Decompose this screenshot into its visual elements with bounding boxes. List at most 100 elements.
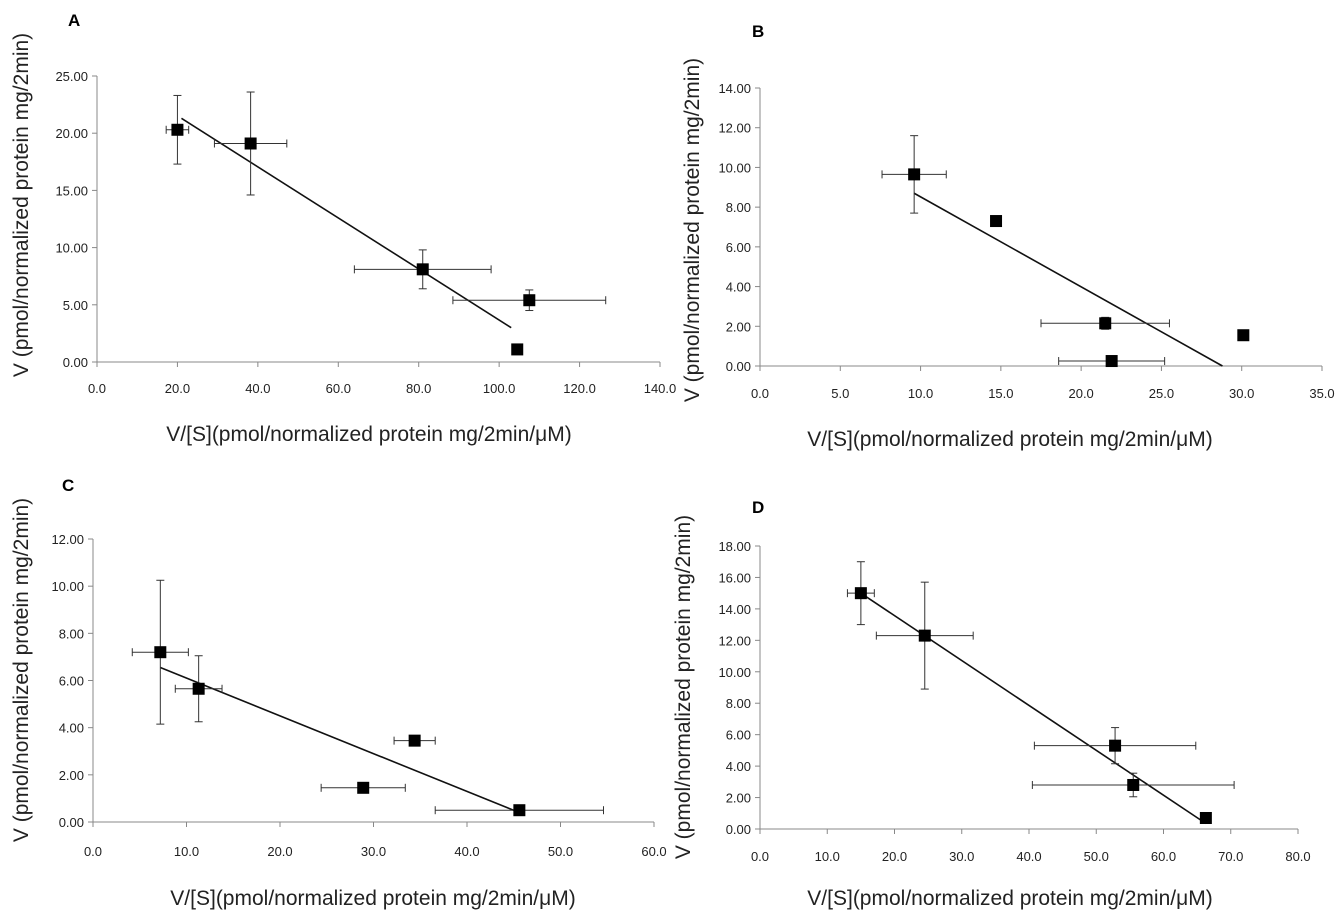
y-tick-label: 16.00 — [718, 570, 751, 585]
data-point — [908, 168, 921, 181]
x-tick-label: 0.0 — [84, 844, 102, 859]
y-tick-label: 4.00 — [726, 759, 751, 774]
x-tick-label: 30.0 — [361, 844, 386, 859]
data-point — [511, 343, 524, 356]
y-tick-label: 12.00 — [718, 121, 751, 136]
y-tick-label: 4.00 — [59, 721, 84, 736]
data-point — [1199, 811, 1212, 824]
data-point — [416, 263, 429, 276]
x-tick-label: 10.0 — [174, 844, 199, 859]
y-tick-label: 8.00 — [726, 696, 751, 711]
trend-line — [160, 666, 520, 814]
x-tick-label: 120.0 — [563, 381, 596, 396]
y-tick-label: 10.00 — [51, 579, 84, 594]
y-tick-label: 12.00 — [51, 532, 84, 547]
x-tick-label: 40.0 — [1016, 849, 1041, 864]
panel-label: C — [62, 476, 74, 495]
y-axis-title: V (pmol/normalized protein mg/2min) — [681, 58, 704, 402]
y-tick-label: 2.00 — [726, 791, 751, 806]
data-point — [1109, 739, 1122, 752]
x-tick-label: 50.0 — [548, 844, 573, 859]
x-tick-label: 20.0 — [267, 844, 292, 859]
y-tick-label: 8.00 — [726, 200, 751, 215]
y-tick-label: 14.00 — [718, 81, 751, 96]
x-tick-label: 0.0 — [88, 381, 106, 396]
y-tick-label: 8.00 — [59, 626, 84, 641]
data-point — [1099, 317, 1112, 330]
y-tick-label: 0.00 — [726, 359, 751, 374]
panel-label: A — [68, 11, 80, 30]
x-tick-label: 20.0 — [882, 849, 907, 864]
x-tick-label: 40.0 — [454, 844, 479, 859]
trend-line — [913, 192, 1223, 367]
x-tick-label: 80.0 — [1285, 849, 1310, 864]
y-tick-label: 4.00 — [726, 280, 751, 295]
y-tick-label: 10.00 — [55, 241, 88, 256]
y-tick-label: 25.00 — [55, 69, 88, 84]
y-tick-label: 0.00 — [59, 815, 84, 830]
x-tick-label: 20.0 — [1068, 386, 1093, 401]
chart-panel-d: 0.00 2.00 4.00 6.00 8.00 10.00 12.00 14.00 16.00… — [672, 498, 1311, 910]
chart-panel-c: 0.00 2.00 4.00 6.00 8.00 10.00 12.00 0.0 10.0 20.… — [10, 476, 667, 910]
y-tick-label: 12.00 — [718, 633, 751, 648]
data-point — [1127, 778, 1140, 791]
data-point — [990, 215, 1003, 228]
y-tick-label: 0.00 — [726, 822, 751, 837]
y-tick-label: 15.00 — [55, 183, 88, 198]
y-axis-title: V (pmol/normalized protein mg/2min) — [10, 33, 33, 377]
chart-panel-b: 0.00 2.00 4.00 6.00 8.00 10.00 12.00 14.00 0.0 5.… — [681, 22, 1335, 451]
y-tick-label: 14.00 — [718, 602, 751, 617]
y-tick-label: 10.00 — [718, 665, 751, 680]
y-tick-label: 5.00 — [63, 298, 88, 313]
trend-line — [860, 592, 1207, 825]
y-tick-label: 6.00 — [726, 728, 751, 743]
x-tick-label: 100.0 — [483, 381, 516, 396]
y-tick-label: 6.00 — [726, 240, 751, 255]
x-tick-label: 20.0 — [165, 381, 190, 396]
data-point — [154, 646, 167, 659]
x-tick-label: 30.0 — [1229, 386, 1254, 401]
x-axis-title: V/[S](pmol/normalized protein mg/2min/μM… — [166, 423, 571, 446]
x-tick-label: 60.0 — [326, 381, 351, 396]
x-tick-label: 10.0 — [815, 849, 840, 864]
x-tick-label: 60.0 — [1151, 849, 1176, 864]
data-point — [244, 137, 257, 150]
y-tick-label: 2.00 — [726, 319, 751, 334]
data-point — [357, 781, 370, 794]
data-point — [1105, 355, 1118, 368]
y-tick-label: 20.00 — [55, 126, 88, 141]
data-point — [918, 629, 931, 642]
x-tick-label: 140.0 — [644, 381, 677, 396]
x-tick-label: 80.0 — [406, 381, 431, 396]
x-tick-label: 0.0 — [751, 849, 769, 864]
x-axis-title: V/[S](pmol/normalized protein mg/2min/μM… — [807, 887, 1212, 910]
x-tick-label: 0.0 — [751, 386, 769, 401]
panel-label: D — [752, 498, 764, 517]
x-tick-label: 70.0 — [1218, 849, 1243, 864]
x-tick-label: 30.0 — [949, 849, 974, 864]
x-tick-label: 50.0 — [1084, 849, 1109, 864]
y-tick-label: 0.00 — [63, 355, 88, 370]
data-point — [523, 294, 536, 307]
x-axis-title: V/[S](pmol/normalized protein mg/2min/μM… — [807, 428, 1212, 451]
x-tick-label: 60.0 — [641, 844, 666, 859]
chart-panel-a: 0.00 5.00 10.00 15.00 20.00 25.00 0.0 20.0 40.0 6… — [10, 11, 676, 446]
y-axis-title: V (pmol/normalized protein mg/2min) — [10, 498, 33, 842]
data-point — [854, 587, 867, 600]
y-tick-label: 6.00 — [59, 674, 84, 689]
data-point — [171, 123, 184, 136]
y-tick-label: 10.00 — [718, 160, 751, 175]
trend-line — [181, 117, 512, 329]
x-tick-label: 15.0 — [988, 386, 1013, 401]
panel-label: B — [752, 22, 764, 41]
y-tick-label: 2.00 — [59, 768, 84, 783]
x-tick-label: 25.0 — [1149, 386, 1174, 401]
data-point — [1237, 329, 1250, 342]
y-tick-label: 18.00 — [718, 539, 751, 554]
x-tick-label: 40.0 — [245, 381, 270, 396]
x-tick-label: 35.0 — [1309, 386, 1334, 401]
x-axis-title: V/[S](pmol/normalized protein mg/2min/μM… — [170, 887, 575, 910]
x-tick-label: 5.0 — [831, 386, 849, 401]
data-point — [192, 682, 205, 695]
